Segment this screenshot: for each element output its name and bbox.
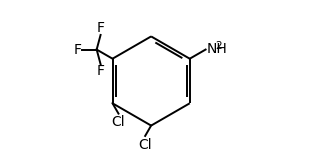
Text: Cl: Cl — [138, 138, 152, 151]
Text: 2: 2 — [215, 41, 222, 51]
Text: F: F — [97, 21, 105, 35]
Text: Cl: Cl — [112, 115, 125, 129]
Text: F: F — [73, 43, 82, 57]
Text: F: F — [97, 64, 105, 78]
Text: NH: NH — [207, 42, 228, 56]
